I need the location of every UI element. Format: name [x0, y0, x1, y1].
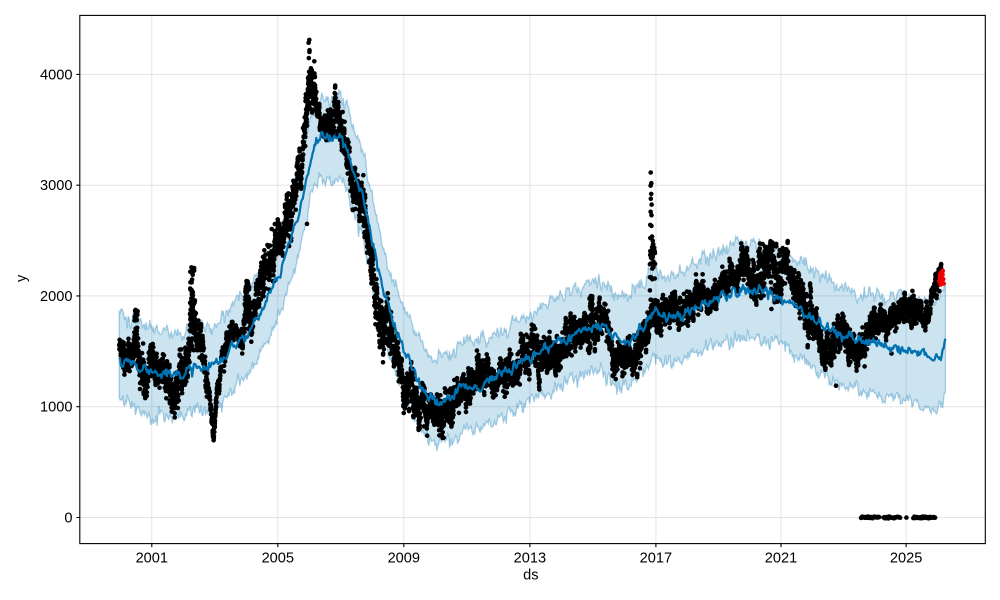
svg-text:2021: 2021 [765, 551, 797, 567]
svg-text:y: y [14, 274, 30, 282]
svg-text:2013: 2013 [514, 551, 546, 567]
svg-text:2001: 2001 [136, 551, 168, 567]
svg-text:2005: 2005 [262, 551, 294, 567]
svg-text:ds: ds [523, 568, 538, 584]
svg-text:2000: 2000 [40, 289, 72, 305]
svg-text:2017: 2017 [640, 551, 672, 567]
svg-text:2025: 2025 [890, 551, 922, 567]
svg-text:3000: 3000 [40, 178, 72, 194]
svg-text:1000: 1000 [40, 400, 72, 416]
svg-text:2009: 2009 [388, 551, 420, 567]
svg-text:4000: 4000 [40, 67, 72, 83]
svg-text:0: 0 [64, 511, 72, 527]
